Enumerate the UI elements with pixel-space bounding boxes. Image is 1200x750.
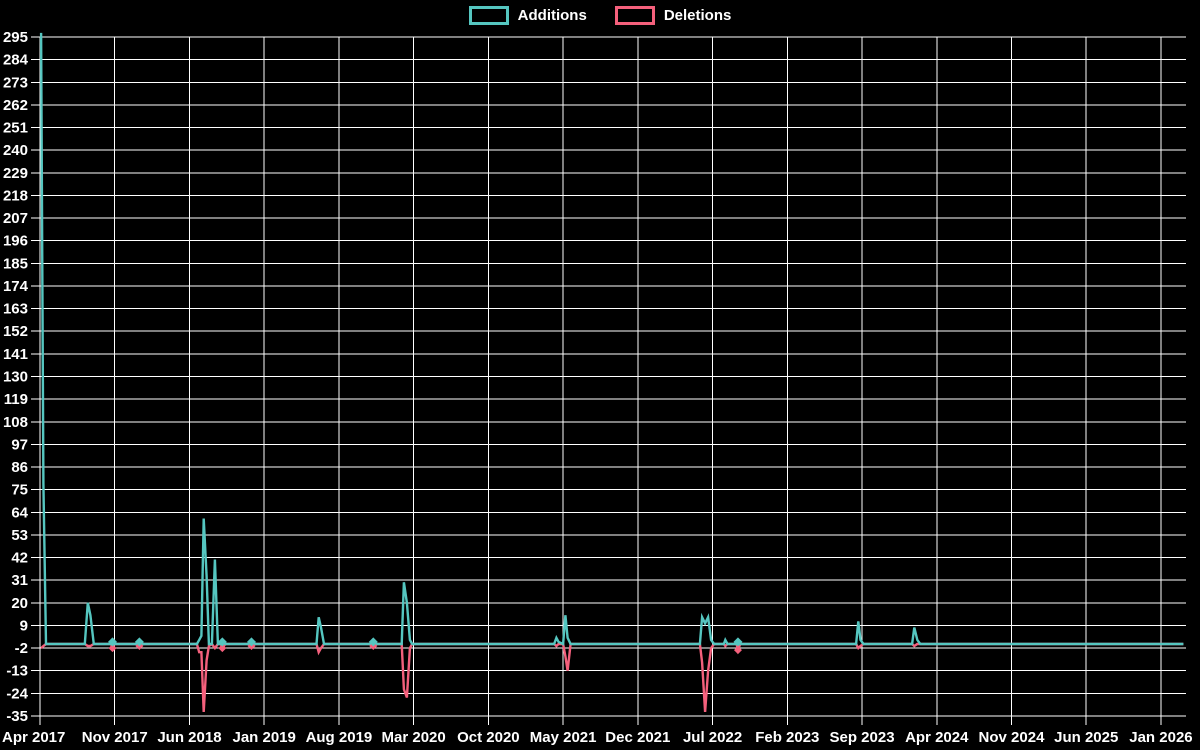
additions-marker (246, 637, 256, 647)
legend-item-additions[interactable]: Additions (468, 6, 587, 25)
y-tick-label: 119 (4, 391, 28, 408)
x-tick-label: Jun 2018 (157, 729, 221, 746)
deletions-swatch-icon (614, 6, 655, 25)
y-tick-label: 75 (11, 482, 28, 499)
x-tick-label: Feb 2023 (755, 729, 819, 746)
y-tick-label: 42 (11, 550, 28, 567)
y-tick-label: 240 (3, 142, 28, 159)
y-tick-label: 207 (3, 210, 28, 227)
x-tick-label: Jan 2019 (232, 729, 295, 746)
additions-marker (107, 637, 117, 647)
y-tick-label: 262 (3, 97, 28, 114)
y-tick-label: 273 (3, 74, 28, 91)
y-tick-label: 53 (11, 527, 28, 544)
x-tick-label: Jul 2022 (683, 729, 742, 746)
y-tick-label: 97 (11, 436, 28, 453)
deletions-line (40, 642, 1184, 712)
x-tick-label: Nov 2017 (82, 729, 148, 746)
y-tick-label: 163 (3, 301, 28, 318)
x-tick-label: Sep 2023 (830, 729, 895, 746)
additions-marker (134, 637, 144, 647)
x-tick-label: Jun 2025 (1054, 729, 1118, 746)
legend-label-additions: Additions (517, 7, 587, 24)
additions-marker (733, 637, 743, 647)
legend-item-deletions[interactable]: Deletions (614, 6, 732, 25)
y-tick-label: -2 (15, 640, 28, 657)
additions-line (39, 32, 1184, 646)
deletions-marker (108, 644, 117, 653)
y-tick-label: -35 (6, 708, 28, 725)
y-tick-label: 229 (3, 165, 28, 182)
y-tick-label: 130 (3, 369, 28, 386)
x-tick-label: Oct 2020 (457, 729, 520, 746)
deletions-marker (218, 644, 227, 653)
y-tick-label: 64 (11, 504, 28, 521)
y-tick-label: 152 (3, 323, 28, 340)
y-tick-label: 284 (3, 52, 29, 69)
y-tick-label: 31 (11, 572, 28, 589)
y-tick-label: 196 (3, 233, 28, 250)
y-tick-label: 185 (3, 255, 28, 272)
x-tick-label: May 2021 (530, 729, 597, 746)
legend-label-deletions: Deletions (663, 7, 732, 24)
x-tick-label: Nov 2024 (979, 729, 1046, 746)
y-tick-label: -13 (6, 663, 28, 680)
y-tick-label: 218 (3, 187, 28, 204)
x-tick-label: Aug 2019 (306, 729, 373, 746)
deletions-marker (733, 646, 742, 655)
y-tick-label: 251 (3, 120, 28, 137)
y-tick-label: 295 (3, 29, 28, 46)
y-tick-label: -24 (6, 685, 28, 702)
x-tick-label: Apr 2017 (2, 729, 65, 746)
chart-legend: Additions Deletions (0, 6, 1200, 25)
x-tick-label: Mar 2020 (382, 729, 446, 746)
additions-marker (217, 637, 227, 647)
y-tick-label: 141 (3, 346, 28, 363)
x-tick-label: Apr 2024 (905, 729, 969, 746)
y-tick-label: 20 (11, 595, 28, 612)
y-tick-label: 9 (20, 617, 28, 634)
y-tick-label: 86 (11, 459, 28, 476)
x-tick-label: Jan 2026 (1129, 729, 1192, 746)
x-tick-label: Dec 2021 (605, 729, 670, 746)
y-tick-label: 108 (3, 414, 28, 431)
y-tick-label: 174 (3, 278, 29, 295)
additions-swatch-icon (468, 6, 509, 25)
additions-marker (368, 637, 378, 647)
